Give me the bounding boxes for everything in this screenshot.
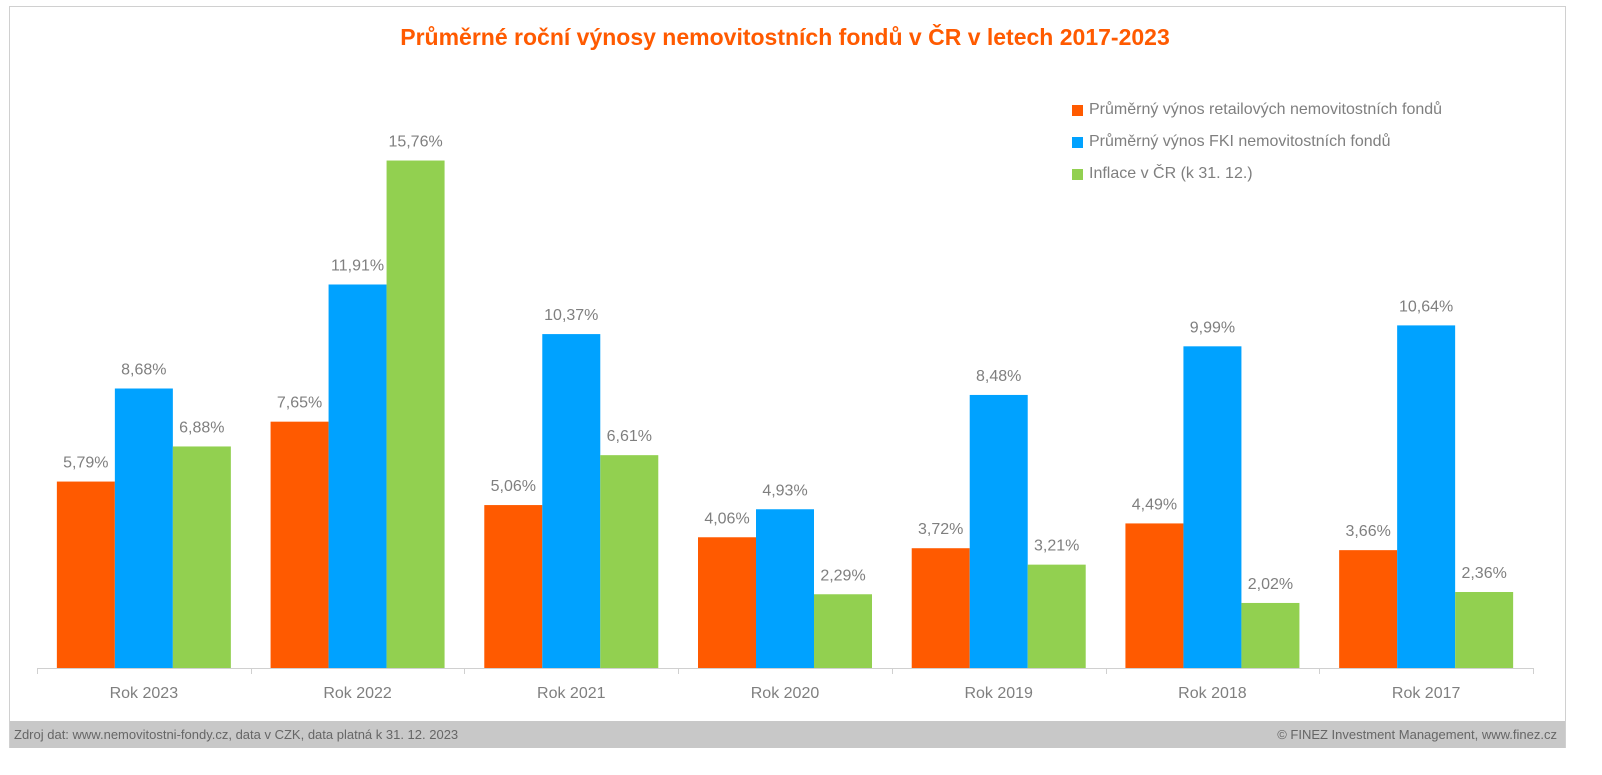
category-label: Rok 2019 — [964, 685, 1033, 702]
data-label: 9,99% — [1190, 319, 1235, 336]
bar — [386, 160, 445, 668]
data-label: 11,91% — [331, 257, 384, 274]
category-label: Rok 2023 — [110, 685, 179, 702]
bar — [1339, 550, 1398, 668]
category-label: Rok 2020 — [751, 685, 820, 702]
footer: Zdroj dat: www.nemovitostni-fondy.cz, da… — [10, 721, 1565, 748]
data-label: 6,61% — [607, 428, 652, 445]
credit-note: © FINEZ Investment Management, www.finez… — [1277, 727, 1557, 742]
legend-label: Průměrný výnos FKI nemovitostních fondů — [1089, 133, 1391, 150]
bar — [270, 421, 329, 668]
bar — [1241, 602, 1300, 668]
data-label: 10,64% — [1399, 298, 1453, 315]
data-label: 2,36% — [1461, 565, 1506, 582]
data-label: 4,06% — [704, 510, 749, 527]
chart-title: Průměrné roční výnosy nemovitostních fon… — [400, 24, 1170, 50]
legend-item-inflation: Inflace v ČR (k 31. 12.) — [1072, 158, 1442, 190]
bar — [756, 509, 814, 668]
data-label: 15,76% — [388, 134, 442, 151]
data-label: 6,88% — [179, 419, 224, 436]
category-label: Rok 2018 — [1178, 685, 1247, 702]
data-label: 4,93% — [762, 482, 807, 499]
bar-chart: 5,79% 8,68% 6,88% Rok 2023 7,65% 11,91% 15,76%… — [37, 134, 1534, 702]
bar — [542, 334, 601, 668]
legend-swatch — [1072, 136, 1083, 148]
data-label: 3,72% — [918, 521, 963, 538]
data-label: 2,02% — [1248, 576, 1293, 593]
bar — [814, 594, 872, 668]
legend-item-retail: Průměrný výnos retailových nemovitostníc… — [1072, 94, 1442, 126]
bar — [114, 388, 173, 668]
legend: Průměrný výnos retailových nemovitostníc… — [1072, 94, 1442, 190]
legend-swatch — [1072, 168, 1083, 180]
legend-label: Průměrný výnos retailových nemovitostníc… — [1089, 101, 1443, 118]
data-label: 8,48% — [976, 368, 1021, 385]
data-label: 5,79% — [63, 455, 108, 472]
bar — [56, 481, 115, 668]
bar — [328, 284, 387, 668]
bar — [911, 548, 970, 668]
data-label: 3,66% — [1345, 523, 1390, 540]
category-label: Rok 2022 — [323, 685, 392, 702]
bar — [1125, 523, 1184, 668]
legend-item-fki: Průměrný výnos FKI nemovitostních fondů — [1072, 126, 1442, 158]
bar — [698, 537, 756, 668]
bar — [969, 394, 1028, 668]
data-label: 5,06% — [491, 478, 536, 495]
data-label: 4,49% — [1132, 496, 1177, 513]
source-note: Zdroj dat: www.nemovitostni-fondy.cz, da… — [14, 727, 459, 742]
data-label: 10,37% — [544, 307, 598, 324]
bar — [1183, 346, 1242, 668]
bar — [1455, 592, 1514, 668]
data-label: 3,21% — [1034, 538, 1079, 555]
bar — [1027, 564, 1086, 668]
bar — [600, 455, 659, 668]
bar — [172, 446, 231, 668]
legend-label: Inflace v ČR (k 31. 12.) — [1089, 165, 1253, 182]
data-label: 7,65% — [277, 395, 322, 412]
category-label: Rok 2017 — [1392, 685, 1461, 702]
bar — [484, 505, 543, 668]
bar — [1397, 325, 1456, 668]
data-label: 2,29% — [820, 567, 865, 584]
category-label: Rok 2021 — [537, 685, 606, 702]
legend-swatch — [1072, 104, 1083, 116]
data-label: 8,68% — [121, 362, 166, 379]
